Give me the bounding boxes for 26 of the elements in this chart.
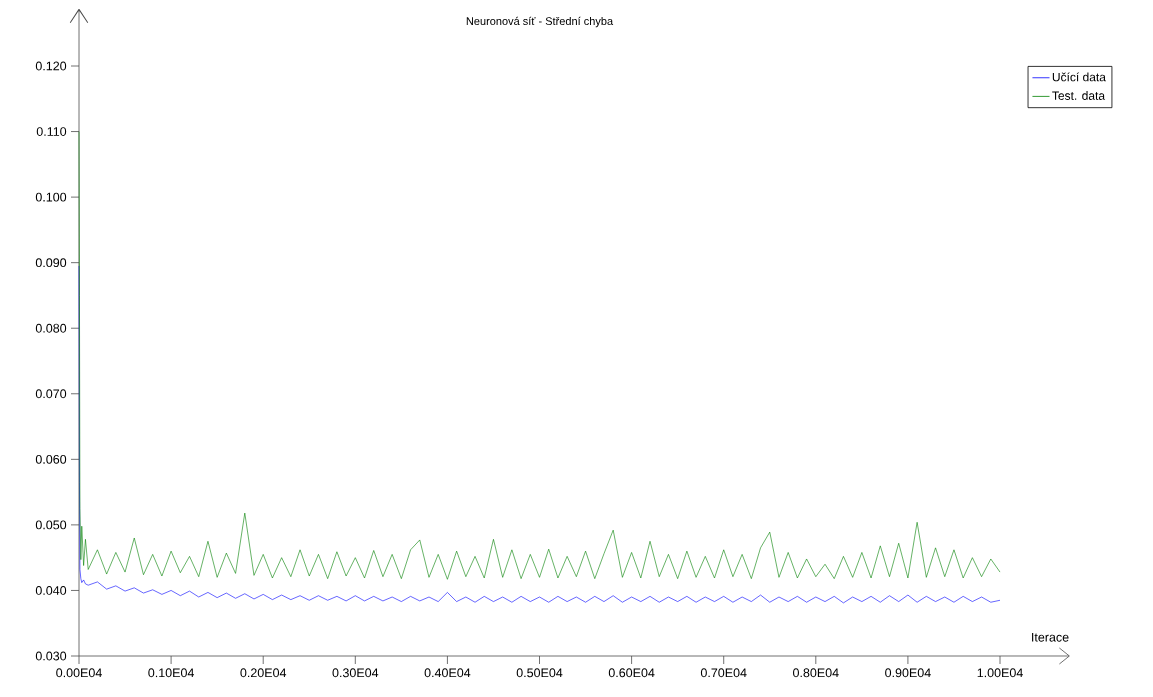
x-tick-label: 0.20E04 — [240, 668, 287, 678]
line-series — [78, 131, 1001, 580]
legend-label: Učící data — [1052, 72, 1106, 82]
y-tick-label: 0.080 — [35, 323, 67, 333]
x-tick-label: 0.00E04 — [56, 668, 102, 678]
x-tick-label: 0.40E04 — [424, 668, 471, 678]
y-tick-label: 0.060 — [35, 454, 67, 464]
y-tick-label: 0.050 — [35, 520, 67, 530]
chart-title: Neuronová síť - Střední chyba — [466, 16, 614, 28]
y-tick-label: 0.040 — [35, 586, 67, 595]
x-tick-label: 0.70E04 — [700, 668, 747, 678]
y-tick-label: 0.030 — [35, 651, 67, 661]
y-tick-label: 0.120 — [35, 61, 67, 71]
x-tick-label: 0.80E04 — [793, 668, 839, 678]
y-tick-label: 0.110 — [36, 127, 67, 136]
x-tick-label: 1.00E04 — [977, 668, 1023, 678]
x-tick-label: 0.50E04 — [516, 668, 563, 678]
y-tick-label: 0.100 — [35, 192, 67, 202]
x-tick-label: 0.30E04 — [332, 668, 379, 678]
y-tick-label: 0.090 — [35, 258, 67, 268]
y-tick-label: 0.070 — [35, 389, 67, 399]
x-tick-label: 0.60E04 — [608, 668, 655, 678]
x-tick-label: 0.90E04 — [885, 668, 931, 678]
x-tick-label: 0.10E04 — [148, 668, 195, 678]
legend-label: Test. data — [1052, 91, 1106, 100]
x-axis-title: Iterace — [1032, 632, 1069, 642]
